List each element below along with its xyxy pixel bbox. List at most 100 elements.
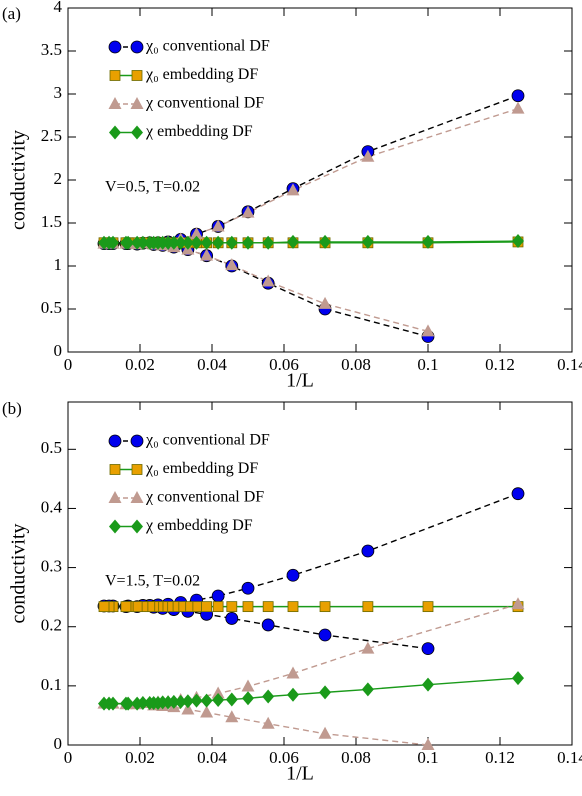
x-tick-label: 0.14 bbox=[557, 355, 582, 374]
data-point bbox=[190, 227, 204, 240]
x-tick-label: 0.04 bbox=[197, 748, 227, 767]
y-tick-label: 0.3 bbox=[41, 556, 62, 575]
legend-marker bbox=[109, 125, 121, 140]
legend-marker bbox=[130, 97, 144, 109]
y-tick-label: 1.5 bbox=[41, 212, 62, 231]
data-point bbox=[143, 696, 156, 711]
data-point bbox=[421, 642, 435, 656]
legend-marker bbox=[108, 491, 122, 503]
x-tick-label: 0.1 bbox=[417, 355, 438, 374]
annotation: V=1.5, T=0.02 bbox=[105, 573, 200, 590]
data-point bbox=[200, 693, 213, 708]
data-point bbox=[511, 597, 525, 610]
data-point bbox=[242, 691, 254, 706]
data-point bbox=[174, 235, 187, 250]
data-point bbox=[262, 689, 275, 704]
legend-label: χ embedding DF bbox=[145, 123, 253, 140]
legend-marker bbox=[108, 40, 122, 54]
data-point bbox=[241, 205, 255, 218]
data-point bbox=[261, 618, 275, 632]
y-tick-label: 0.5 bbox=[41, 438, 62, 457]
data-point bbox=[287, 234, 299, 249]
legend-label: χ₀ conventional DF bbox=[145, 432, 270, 449]
data-point bbox=[287, 601, 299, 613]
data-point bbox=[98, 235, 110, 250]
data-point bbox=[211, 219, 225, 232]
data-point bbox=[262, 601, 274, 613]
legend-label: χ₀ embedding DF bbox=[145, 460, 258, 477]
data-point bbox=[201, 601, 213, 613]
data-point bbox=[361, 234, 374, 249]
data-point bbox=[225, 235, 238, 250]
data-point bbox=[211, 589, 225, 603]
data-point bbox=[511, 487, 525, 501]
data-point bbox=[200, 235, 213, 250]
legend-marker bbox=[131, 519, 143, 534]
x-tick-label: 0.02 bbox=[125, 748, 155, 767]
data-point bbox=[241, 679, 255, 692]
x-tick-label: 0.12 bbox=[485, 748, 515, 767]
data-point bbox=[422, 234, 434, 249]
data-point bbox=[422, 677, 434, 692]
legend-marker bbox=[109, 519, 121, 534]
data-point bbox=[131, 696, 144, 711]
data-point bbox=[286, 666, 300, 679]
data-point bbox=[200, 248, 214, 261]
data-point bbox=[261, 274, 275, 287]
y-tick-label: 0.2 bbox=[41, 616, 62, 635]
x-tick-label: 0.1 bbox=[417, 748, 438, 767]
data-point bbox=[225, 612, 239, 625]
data-point bbox=[212, 235, 225, 250]
data-point bbox=[119, 235, 132, 250]
legend-marker bbox=[130, 40, 144, 54]
legend-marker bbox=[131, 125, 143, 140]
x-tick-label: 0 bbox=[64, 748, 73, 767]
annotation: V=0.5, T=0.02 bbox=[105, 179, 200, 196]
legend-label: χ conventional DF bbox=[145, 95, 264, 112]
data-point bbox=[362, 601, 374, 613]
panel-label: (a) bbox=[2, 4, 21, 23]
data-point bbox=[98, 696, 110, 711]
data-point bbox=[241, 581, 255, 595]
data-point bbox=[361, 682, 374, 697]
data-point bbox=[421, 324, 435, 337]
data-point bbox=[120, 601, 132, 613]
data-point bbox=[212, 693, 225, 708]
data-point bbox=[212, 601, 224, 613]
x-tick-label: 0.14 bbox=[557, 748, 582, 767]
data-point bbox=[319, 234, 332, 249]
data-point bbox=[361, 641, 375, 654]
x-tick-label: 0 bbox=[64, 355, 73, 374]
data-point bbox=[242, 601, 254, 613]
data-point bbox=[511, 101, 525, 114]
data-point bbox=[261, 716, 275, 729]
data-point bbox=[131, 235, 144, 250]
legend-marker bbox=[109, 70, 121, 81]
legend-marker bbox=[109, 464, 121, 475]
data-point bbox=[318, 726, 332, 739]
x-tick-label: 0.12 bbox=[485, 355, 515, 374]
x-tick-label: 0.08 bbox=[341, 355, 371, 374]
data-point bbox=[131, 601, 143, 613]
data-point bbox=[181, 702, 195, 715]
y-tick-label: 2 bbox=[54, 169, 63, 188]
series-line bbox=[104, 603, 519, 746]
data-point bbox=[422, 601, 434, 613]
data-point bbox=[512, 234, 524, 249]
data-point bbox=[225, 692, 238, 707]
y-axis-label: conductivity bbox=[8, 524, 30, 624]
x-tick-label: 0.08 bbox=[341, 748, 371, 767]
data-point bbox=[319, 601, 331, 613]
legend-marker bbox=[130, 491, 144, 503]
data-point bbox=[225, 258, 239, 271]
legend-marker bbox=[108, 434, 122, 448]
data-point bbox=[211, 686, 225, 699]
data-point bbox=[361, 544, 375, 558]
data-point bbox=[200, 705, 214, 718]
data-point bbox=[421, 738, 435, 750]
data-point bbox=[361, 149, 375, 162]
legend-marker bbox=[131, 70, 143, 81]
data-point bbox=[287, 687, 299, 702]
data-point bbox=[318, 296, 332, 309]
